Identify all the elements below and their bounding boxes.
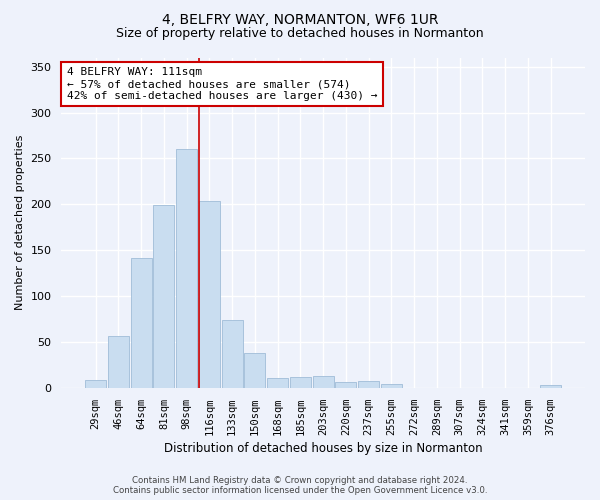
Bar [131,258,152,388]
Bar [199,200,220,388]
Bar [540,385,561,388]
Text: 4, BELFRY WAY, NORMANTON, WF6 1UR: 4, BELFRY WAY, NORMANTON, WF6 1UR [162,12,438,26]
Bar [381,384,402,388]
Bar [222,320,242,388]
Text: 4 BELFRY WAY: 111sqm
← 57% of detached houses are smaller (574)
42% of semi-deta: 4 BELFRY WAY: 111sqm ← 57% of detached h… [67,68,377,100]
X-axis label: Distribution of detached houses by size in Normanton: Distribution of detached houses by size … [164,442,482,455]
Bar [358,382,379,388]
Text: Contains HM Land Registry data © Crown copyright and database right 2024.
Contai: Contains HM Land Registry data © Crown c… [113,476,487,495]
Bar [313,376,334,388]
Bar [290,377,311,388]
Bar [108,336,129,388]
Bar [85,380,106,388]
Y-axis label: Number of detached properties: Number of detached properties [15,135,25,310]
Bar [176,150,197,388]
Bar [267,378,288,388]
Bar [244,353,265,388]
Text: Size of property relative to detached houses in Normanton: Size of property relative to detached ho… [116,28,484,40]
Bar [335,382,356,388]
Bar [154,205,175,388]
